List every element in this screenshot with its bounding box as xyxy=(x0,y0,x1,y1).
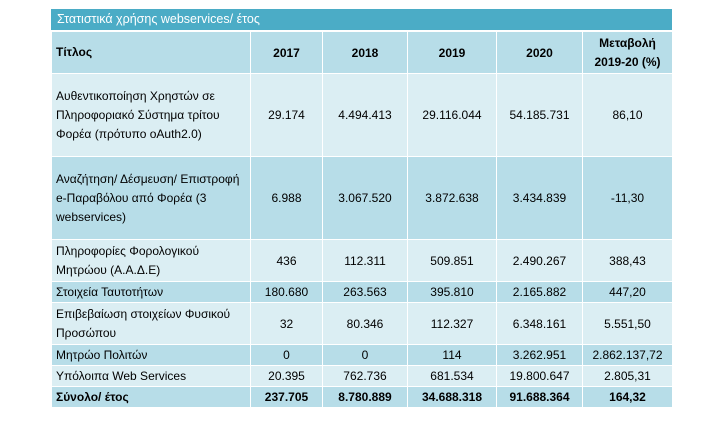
cell-2017: 0 xyxy=(250,344,323,366)
table-title: Στατιστικά χρήσης webservices/ έτος xyxy=(51,9,672,31)
cell-2017: 180.680 xyxy=(250,281,323,303)
header-change: Μεταβολή 2019-20 (%) xyxy=(582,31,673,74)
row-title: Πληροφορίες Φορολογικού Μητρώου (Α.Α.Δ.Ε… xyxy=(51,239,251,282)
row-title: Υπόλοιπα Web Services xyxy=(51,365,251,387)
cell-2020: 19.800.647 xyxy=(496,365,583,387)
cell-change: 5.551,50 xyxy=(582,302,673,345)
cell-2020: 2.165.882 xyxy=(496,281,583,303)
cell-2018: 4.494.413 xyxy=(322,73,408,157)
cell-2018: 762.736 xyxy=(322,365,408,387)
row-title: Αναζήτηση/ Δέσμευση/ Επιστροφή e-Παραβόλ… xyxy=(51,156,251,240)
cell-2019: 112.327 xyxy=(407,302,497,345)
cell-2017: 32 xyxy=(250,302,323,345)
cell-2020: 3.262.951 xyxy=(496,344,583,366)
table-row: Αναζήτηση/ Δέσμευση/ Επιστροφή e-Παραβόλ… xyxy=(51,156,673,240)
table-total-row: Σύνολο/ έτος 237.705 8.780.889 34.688.31… xyxy=(51,386,673,408)
row-title: Επιβεβαίωση στοιχείων Φυσικού Προσώπου xyxy=(51,302,251,345)
cell-2017: 20.395 xyxy=(250,365,323,387)
row-title: Μητρώο Πολιτών xyxy=(51,344,251,366)
cell-2018: 80.346 xyxy=(322,302,408,345)
cell-2019: 29.116.044 xyxy=(407,73,497,157)
cell-2018: 263.563 xyxy=(322,281,408,303)
header-title: Τίτλος xyxy=(51,31,251,74)
cell-2017: 436 xyxy=(250,239,323,282)
webservices-usage-table: Τίτλος 2017 2018 2019 2020 Μεταβολή 2019… xyxy=(51,31,673,408)
cell-2019: 114 xyxy=(407,344,497,366)
cell-2019: 681.534 xyxy=(407,365,497,387)
table-row: Αυθεντικοποίηση Χρηστών σε Πληροφοριακό … xyxy=(51,73,673,157)
cell-2019: 3.872.638 xyxy=(407,156,497,240)
header-2020: 2020 xyxy=(496,31,583,74)
cell-change: 86,10 xyxy=(582,73,673,157)
row-title: Σύνολο/ έτος xyxy=(51,386,251,408)
table-row: Υπόλοιπα Web Services 20.395 762.736 681… xyxy=(51,365,673,387)
cell-2018: 8.780.889 xyxy=(322,386,408,408)
cell-2018: 112.311 xyxy=(322,239,408,282)
cell-2019: 395.810 xyxy=(407,281,497,303)
cell-2020: 6.348.161 xyxy=(496,302,583,345)
cell-change: 388,43 xyxy=(582,239,673,282)
cell-change: 164,32 xyxy=(582,386,673,408)
statistics-table-container: Στατιστικά χρήσης webservices/ έτος Τίτλ… xyxy=(51,9,673,408)
cell-2019: 509.851 xyxy=(407,239,497,282)
cell-2020: 2.490.267 xyxy=(496,239,583,282)
cell-2017: 237.705 xyxy=(250,386,323,408)
row-title: Αυθεντικοποίηση Χρηστών σε Πληροφοριακό … xyxy=(51,73,251,157)
header-2019: 2019 xyxy=(407,31,497,74)
cell-2018: 0 xyxy=(322,344,408,366)
cell-2020: 91.688.364 xyxy=(496,386,583,408)
cell-2017: 29.174 xyxy=(250,73,323,157)
table-row: Επιβεβαίωση στοιχείων Φυσικού Προσώπου 3… xyxy=(51,302,673,345)
header-2018: 2018 xyxy=(322,31,408,74)
cell-2019: 34.688.318 xyxy=(407,386,497,408)
cell-change: -11,30 xyxy=(582,156,673,240)
header-2017: 2017 xyxy=(250,31,323,74)
table-row: Πληροφορίες Φορολογικού Μητρώου (Α.Α.Δ.Ε… xyxy=(51,239,673,282)
cell-2018: 3.067.520 xyxy=(322,156,408,240)
table-row: Στοιχεία Ταυτοτήτων 180.680 263.563 395.… xyxy=(51,281,673,303)
cell-2020: 54.185.731 xyxy=(496,73,583,157)
cell-2020: 3.434.839 xyxy=(496,156,583,240)
cell-change: 2.805,31 xyxy=(582,365,673,387)
cell-change: 447,20 xyxy=(582,281,673,303)
table-row: Μητρώο Πολιτών 0 0 114 3.262.951 2.862.1… xyxy=(51,344,673,366)
row-title: Στοιχεία Ταυτοτήτων xyxy=(51,281,251,303)
cell-2017: 6.988 xyxy=(250,156,323,240)
cell-change: 2.862.137,72 xyxy=(582,344,673,366)
table-header-row: Τίτλος 2017 2018 2019 2020 Μεταβολή 2019… xyxy=(51,31,673,74)
